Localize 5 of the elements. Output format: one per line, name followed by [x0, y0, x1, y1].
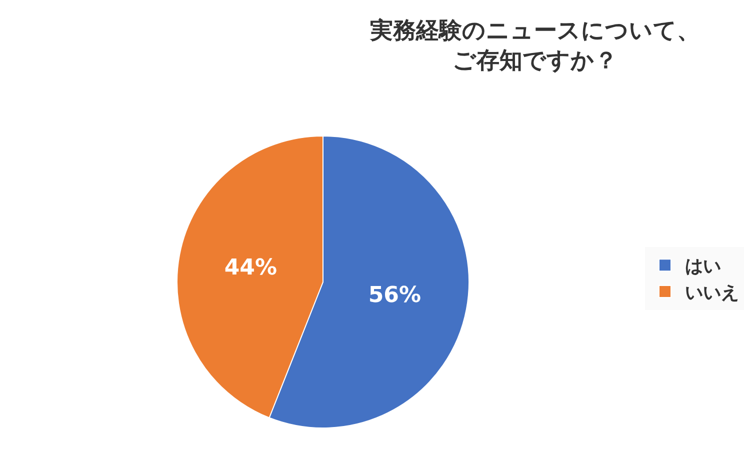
- data-label: 44%: [224, 256, 277, 281]
- chart-title: 実務経験のニュースについて、ご存知ですか？: [368, 17, 700, 74]
- data-label: 56%: [368, 283, 422, 308]
- legend-label: いいえ: [685, 282, 739, 304]
- legend-label: はい: [685, 256, 721, 278]
